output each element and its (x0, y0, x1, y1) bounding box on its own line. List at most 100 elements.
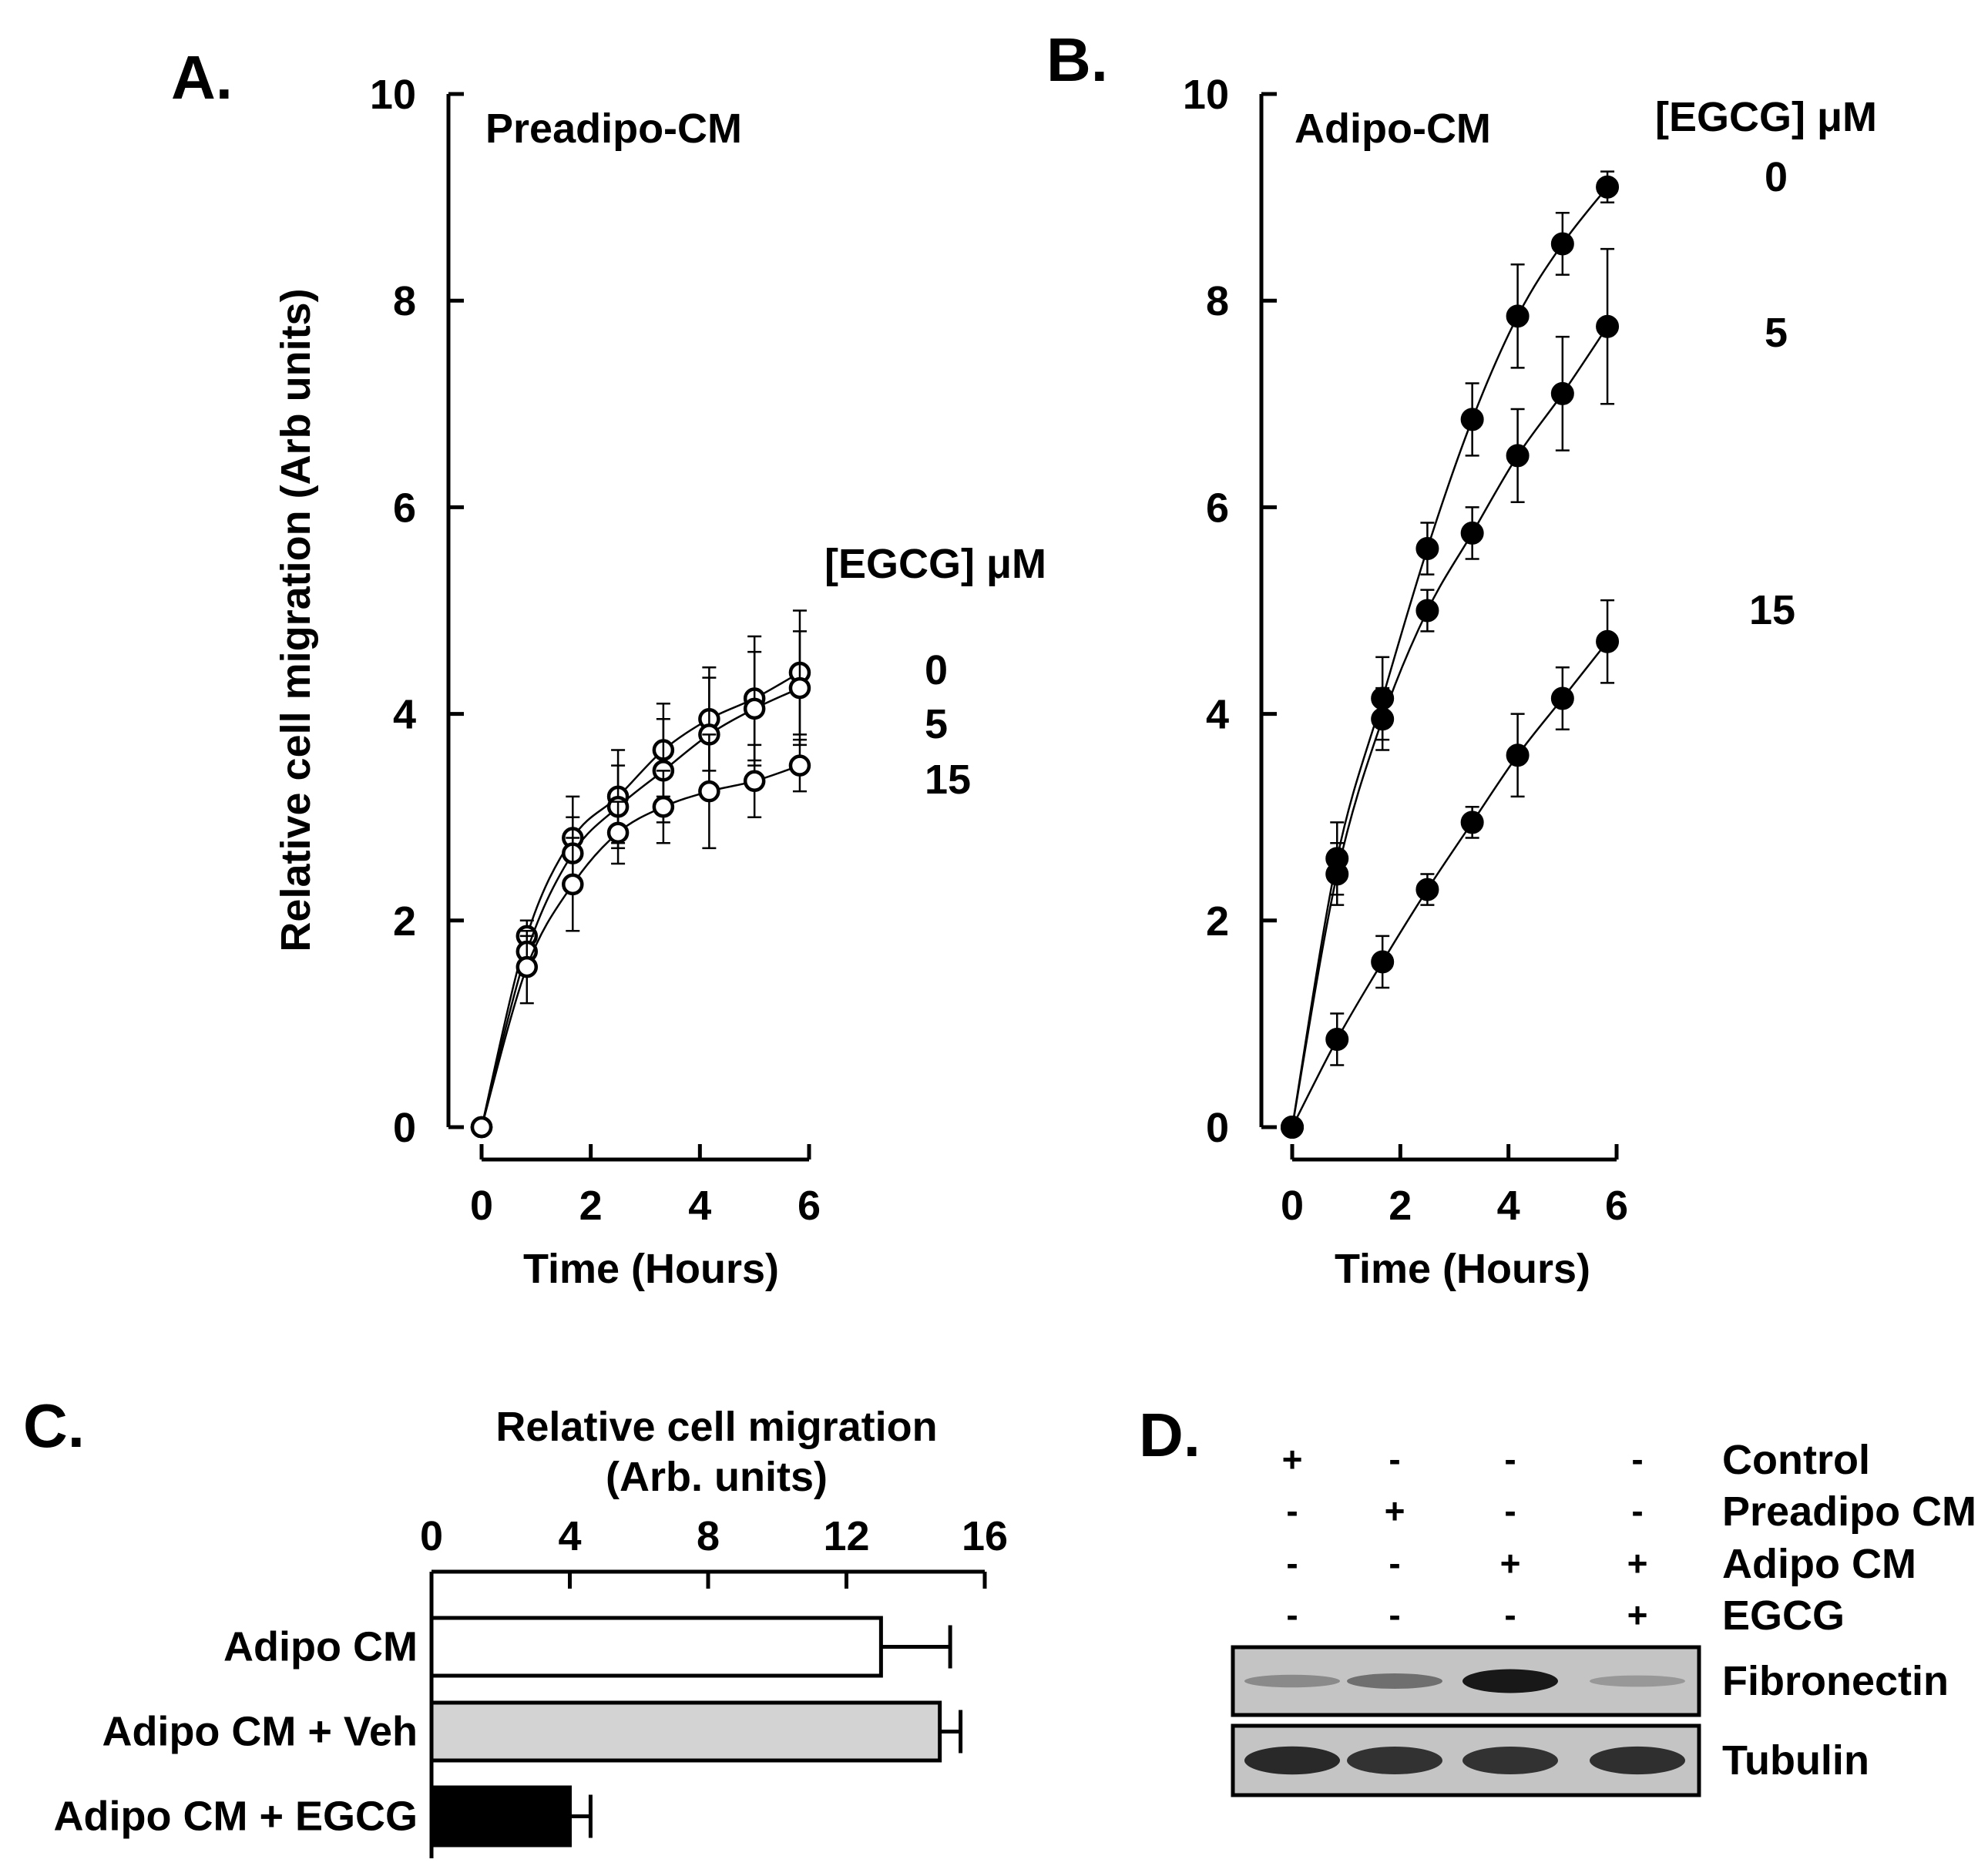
panel-b-subtitle: Adipo-CM (1295, 106, 1491, 152)
panel-d-sign: - (1286, 1491, 1298, 1531)
panel-b-point (1460, 811, 1484, 834)
panel-d-band (1244, 1674, 1340, 1688)
panel-d-condition-label: EGCG (1722, 1592, 1845, 1639)
panel-d-sign: - (1389, 1543, 1400, 1583)
panel-d-band (1590, 1746, 1685, 1775)
panel-b-point (1506, 444, 1530, 468)
panel-a-letter: A. (171, 43, 233, 112)
panel-b-x-tick-label: 4 (1497, 1183, 1520, 1229)
panel-b-letter: B. (1046, 25, 1108, 94)
panel-b-x-tick-label: 6 (1605, 1183, 1628, 1229)
panel-a-legend-15: 15 (925, 757, 971, 803)
panel-a-x-tick-label: 4 (688, 1183, 711, 1229)
panel-d-band (1244, 1746, 1340, 1775)
panel-c-x-tick-label: 12 (823, 1513, 869, 1559)
panel-a-point (606, 821, 630, 844)
panel-a-y-tick-label: 6 (393, 485, 416, 531)
panel-b-point (1550, 232, 1574, 256)
panel-d-condition-label: Adipo CM (1722, 1541, 1916, 1587)
panel-a-point (470, 1116, 493, 1139)
panel-d-sign: - (1389, 1595, 1400, 1635)
panel-b-plot: 0 2 4 6 8 10 0 2 4 6 (1183, 72, 1628, 1229)
panel-a-x-tick-label: 0 (470, 1183, 493, 1229)
panel-b-y-tick-label: 2 (1206, 898, 1229, 945)
panel-b-y-tick-label: 0 (1206, 1105, 1229, 1151)
panel-d-condition-label: Preadipo CM (1722, 1488, 1976, 1535)
panel-d-letter: D. (1139, 1401, 1201, 1469)
panel-d-sign: + (1282, 1439, 1303, 1479)
panel-a-y-tick-label: 4 (393, 692, 416, 738)
panel-d-band (1462, 1669, 1558, 1693)
panel-b-point (1415, 878, 1439, 901)
panel-c-bar (429, 1785, 572, 1848)
panel-d-sign: - (1504, 1595, 1516, 1635)
panel-c-x-tick-label: 4 (558, 1513, 581, 1559)
panel-a-y-tick-label: 10 (370, 72, 416, 118)
panel-b-point (1506, 743, 1530, 767)
panel-a-point (743, 697, 766, 720)
panel-c-plot: 0 4 8 12 16 Adipo CM Adipo CM + Veh Adipo CM + … (54, 1513, 1008, 1858)
panel-b-point (1596, 314, 1620, 338)
panel-c-xlabel-units: (Arb. units) (606, 1454, 828, 1500)
panel-d-sign: - (1286, 1543, 1298, 1583)
panel-a-point (562, 873, 584, 896)
panel-b-point (1325, 862, 1349, 886)
panel-b-legend-title: [EGCG] μM (1655, 94, 1877, 140)
panel-a-x-tick-label: 6 (798, 1183, 821, 1229)
panel-d-sign: + (1627, 1595, 1648, 1635)
panel-d-band (1347, 1673, 1442, 1689)
panel-a-point (788, 754, 811, 777)
panel-d-band (1347, 1747, 1442, 1774)
panel-c-x-tick-label: 16 (962, 1513, 1008, 1559)
panel-b-y-tick-label: 10 (1183, 72, 1229, 118)
panel-a-xlabel: Time (Hours) (523, 1246, 779, 1292)
panel-a-subtitle: Preadipo-CM (485, 106, 742, 152)
panel-d-blot-label: Fibronectin (1722, 1658, 1949, 1704)
panel-b-point (1460, 408, 1484, 431)
panel-c-bar (429, 1616, 883, 1678)
panel-c: C. Relative cell migration (Arb. units) … (23, 1391, 1008, 1858)
panel-d-sign: - (1389, 1439, 1400, 1479)
panel-b-point (1325, 1028, 1349, 1052)
panel-b-point (1371, 707, 1395, 731)
panel-b-point (1506, 304, 1530, 328)
panel-d-sign: + (1500, 1543, 1521, 1583)
panel-d-sign: - (1631, 1439, 1643, 1479)
panel-d-blot-fibronectin: Fibronectin (1231, 1645, 1949, 1717)
panel-d-blot-tubulin: Tubulin (1231, 1723, 1869, 1797)
panel-d-sign: - (1631, 1491, 1643, 1531)
panel-a-series-15 (470, 733, 811, 1139)
panel-b-point (1596, 175, 1620, 199)
panel-d-blot-label: Tubulin (1722, 1737, 1869, 1784)
panel-a-point (698, 780, 720, 803)
panel-b-y-tick-label: 6 (1206, 485, 1229, 531)
panel-b-point (1550, 686, 1574, 710)
panel-c-xlabel: Relative cell migration (495, 1404, 937, 1450)
panel-a-legend-title: [EGCG] μM (824, 541, 1046, 587)
panel-c-x-tick-label: 0 (420, 1513, 443, 1559)
panel-c-category-label: Adipo CM (223, 1624, 418, 1670)
panel-d: D. + - - - Control - + - - Preadipo CM - - + + Adipo C… (1139, 1401, 1976, 1797)
panel-b-y-tick-label: 4 (1206, 692, 1229, 738)
panel-a-plot: 0 2 4 6 8 10 0 2 4 6 (370, 72, 821, 1229)
panel-a-y-tick-label: 8 (393, 278, 416, 324)
panel-b-point (1550, 381, 1574, 405)
panel-b-x-tick-label: 2 (1389, 1183, 1412, 1229)
panel-a-x-tick-label: 2 (579, 1183, 603, 1229)
panel-b-point (1460, 521, 1484, 545)
panel-a-legend-5: 5 (925, 701, 948, 747)
panel-a-point (652, 796, 675, 818)
panel-d-sign: + (1385, 1491, 1405, 1531)
panel-b-x-tick-label: 0 (1281, 1183, 1304, 1229)
panel-a-ylabel: Relative cell migration (Arb units) (273, 288, 319, 951)
panel-a-y-tick-label: 0 (393, 1105, 416, 1151)
panel-d-blot: + - - - Control - + - - Preadipo CM - - + + Adipo CM - -… (1231, 1437, 1976, 1797)
panel-d-band (1462, 1747, 1558, 1774)
panel-b-point (1371, 950, 1395, 974)
panel-d-sign: - (1286, 1595, 1298, 1635)
panel-b-legend-0: 0 (1765, 154, 1788, 200)
panel-a-legend-0: 0 (925, 647, 948, 693)
panel-c-bar (429, 1700, 942, 1763)
